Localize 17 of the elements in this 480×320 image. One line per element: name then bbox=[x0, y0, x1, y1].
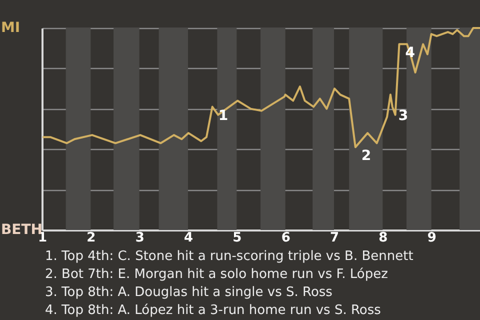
x-tick-label: 4 bbox=[184, 230, 194, 246]
x-tick-label: 7 bbox=[330, 230, 340, 246]
text: 3. Top 8th: A. Douglas hit a single vs S. Ross bbox=[45, 285, 333, 300]
x-tick-label: 9 bbox=[427, 230, 436, 246]
text: 2. Bot 7th: E. Morgan hit a solo home run vs F. López bbox=[45, 267, 388, 282]
x-tick-label: 5 bbox=[232, 230, 242, 246]
text: 4. Top 8th: A. López hit a 3-run home run vs S. Ross bbox=[45, 303, 382, 318]
x-tick-label: 6 bbox=[281, 230, 290, 246]
x-tick-label: 8 bbox=[378, 230, 388, 246]
annotation: BETH bbox=[1, 222, 43, 238]
x-tick-label: 3 bbox=[135, 230, 144, 246]
text: 1. Top 4th: C. Stone hit a run-scoring triple vs B. Bennett bbox=[45, 249, 414, 264]
annotation: 2 bbox=[361, 148, 372, 164]
x-tick-label: 2 bbox=[86, 230, 96, 246]
text: MI bbox=[1, 20, 20, 36]
annotation: 3 bbox=[398, 108, 408, 124]
annotation: 1 bbox=[218, 108, 228, 124]
